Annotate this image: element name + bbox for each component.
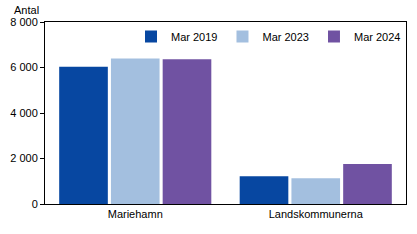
svg-text:6 000: 6 000 <box>10 61 38 73</box>
svg-text:Mar 2024: Mar 2024 <box>354 31 400 43</box>
svg-text:Mar 2019: Mar 2019 <box>171 31 217 43</box>
svg-text:Antal: Antal <box>14 4 39 16</box>
svg-text:Mariehamn: Mariehamn <box>108 208 163 220</box>
svg-text:Landskommunerna: Landskommunerna <box>269 208 364 220</box>
svg-text:8 000: 8 000 <box>10 16 38 28</box>
svg-text:4 000: 4 000 <box>10 107 38 119</box>
svg-text:Mar 2023: Mar 2023 <box>262 31 308 43</box>
svg-text:2 000: 2 000 <box>10 152 38 164</box>
svg-text:0: 0 <box>32 198 38 210</box>
